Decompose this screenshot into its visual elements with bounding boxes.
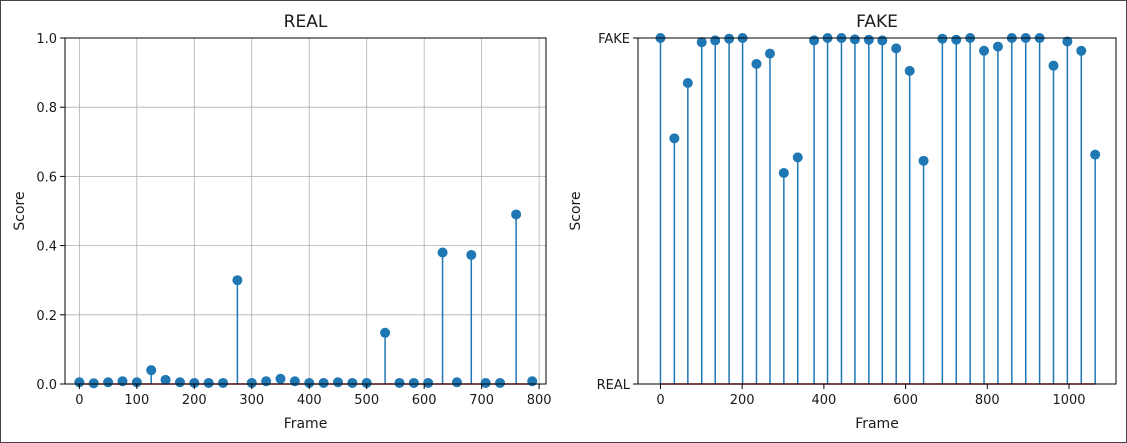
stem-marker — [160, 374, 171, 385]
y-tick-label: 0.4 — [36, 240, 57, 255]
stem-marker — [380, 327, 391, 338]
stem-marker — [682, 77, 693, 88]
chart-panel-real: 0 100 200 300 400 500 600 700 800 0.0 0.2 0.4 0.6 0.8… — [12, 12, 552, 432]
stem-marker — [696, 37, 707, 48]
stem-marker — [218, 377, 229, 388]
x-tick-label: 800 — [527, 393, 552, 408]
stem-marker — [918, 155, 929, 166]
chart-title: FAKE — [856, 12, 898, 32]
stem-marker — [318, 377, 329, 388]
x-tick-label: 0 — [656, 393, 664, 408]
stem-marker — [174, 377, 185, 388]
stem-marker — [232, 275, 243, 286]
stem-marker — [88, 378, 99, 389]
stem-marker — [361, 377, 372, 388]
y-tick-label: 0.6 — [36, 170, 57, 185]
chart-panel-fake: 0 200 400 600 800 1000 REAL FAKE FAKE Frame Score — [568, 12, 1117, 432]
x-tick-label: 200 — [182, 393, 207, 408]
x-tick-label: 800 — [975, 393, 1000, 408]
x-tick-label: 600 — [893, 393, 918, 408]
x-tick-label: 0 — [75, 393, 83, 408]
stem-marker — [117, 376, 128, 387]
x-axis-label: Frame — [284, 416, 328, 432]
stem-marker — [146, 365, 157, 376]
stem-marker — [809, 35, 820, 46]
stem-marker — [511, 209, 522, 220]
stem-marker — [495, 377, 506, 388]
stem-marker — [1048, 60, 1059, 71]
y-tick-label: FAKE — [598, 32, 630, 47]
stem-marker — [261, 376, 272, 387]
chart-title: REAL — [284, 12, 328, 32]
stem-marker — [189, 377, 200, 388]
x-axis-label: Frame — [855, 416, 899, 432]
stem-marker — [764, 48, 775, 59]
x-tick-label: 100 — [124, 393, 149, 408]
stem-marker — [951, 34, 962, 45]
stem-marker — [992, 41, 1003, 52]
x-tick-label: 500 — [354, 393, 379, 408]
stem-marker — [904, 65, 915, 76]
stem-marker — [275, 373, 286, 384]
stem-marker — [437, 247, 448, 258]
stem-marker — [849, 34, 860, 45]
stem-marker — [1090, 149, 1101, 160]
stem-marker — [1062, 36, 1073, 47]
stem-marker — [480, 377, 491, 388]
stem-marker — [751, 58, 762, 69]
stem-marker — [1076, 45, 1087, 56]
x-tick-label: 1000 — [1052, 393, 1085, 408]
stem-marker — [466, 249, 477, 260]
stem-marker — [289, 376, 300, 387]
stem-marker — [792, 152, 803, 163]
stem-marker — [408, 377, 419, 388]
y-tick-label: 1.0 — [36, 32, 57, 47]
stem-marker — [347, 377, 358, 388]
stem-marker — [778, 167, 789, 178]
stem-marker — [724, 33, 735, 44]
stem-marker — [332, 377, 343, 388]
stem-marker — [103, 377, 114, 388]
stem-marker — [979, 45, 990, 56]
stem-marker — [527, 376, 538, 387]
y-tick-label: 0.2 — [36, 309, 57, 324]
stem-marker — [669, 133, 680, 144]
stem-marker — [891, 43, 902, 54]
y-tick-label: 0.0 — [36, 378, 57, 393]
stem-marker — [451, 377, 462, 388]
stem-marker — [203, 377, 214, 388]
stem-marker — [937, 33, 948, 44]
x-tick-label: 700 — [469, 393, 494, 408]
stem-marker — [710, 35, 721, 46]
stem-marker — [877, 35, 888, 46]
y-tick-label: REAL — [597, 378, 631, 393]
stem-marker — [304, 377, 315, 388]
x-tick-label: 400 — [811, 393, 836, 408]
stem-marker — [246, 377, 257, 388]
stem-marker — [394, 377, 405, 388]
stem-marker — [423, 377, 434, 388]
x-tick-label: 600 — [412, 393, 437, 408]
y-axis-label: Score — [568, 191, 584, 230]
stem-marker — [74, 377, 85, 388]
stem-marker — [131, 377, 142, 388]
plot-frame — [637, 37, 1117, 385]
x-tick-label: 200 — [730, 393, 755, 408]
plot-frame — [64, 37, 547, 385]
y-axis-label: Score — [12, 191, 28, 230]
x-tick-label: 300 — [239, 393, 264, 408]
stem-marker — [863, 34, 874, 45]
y-tick-label: 0.8 — [36, 101, 57, 116]
x-tick-label: 400 — [297, 393, 322, 408]
